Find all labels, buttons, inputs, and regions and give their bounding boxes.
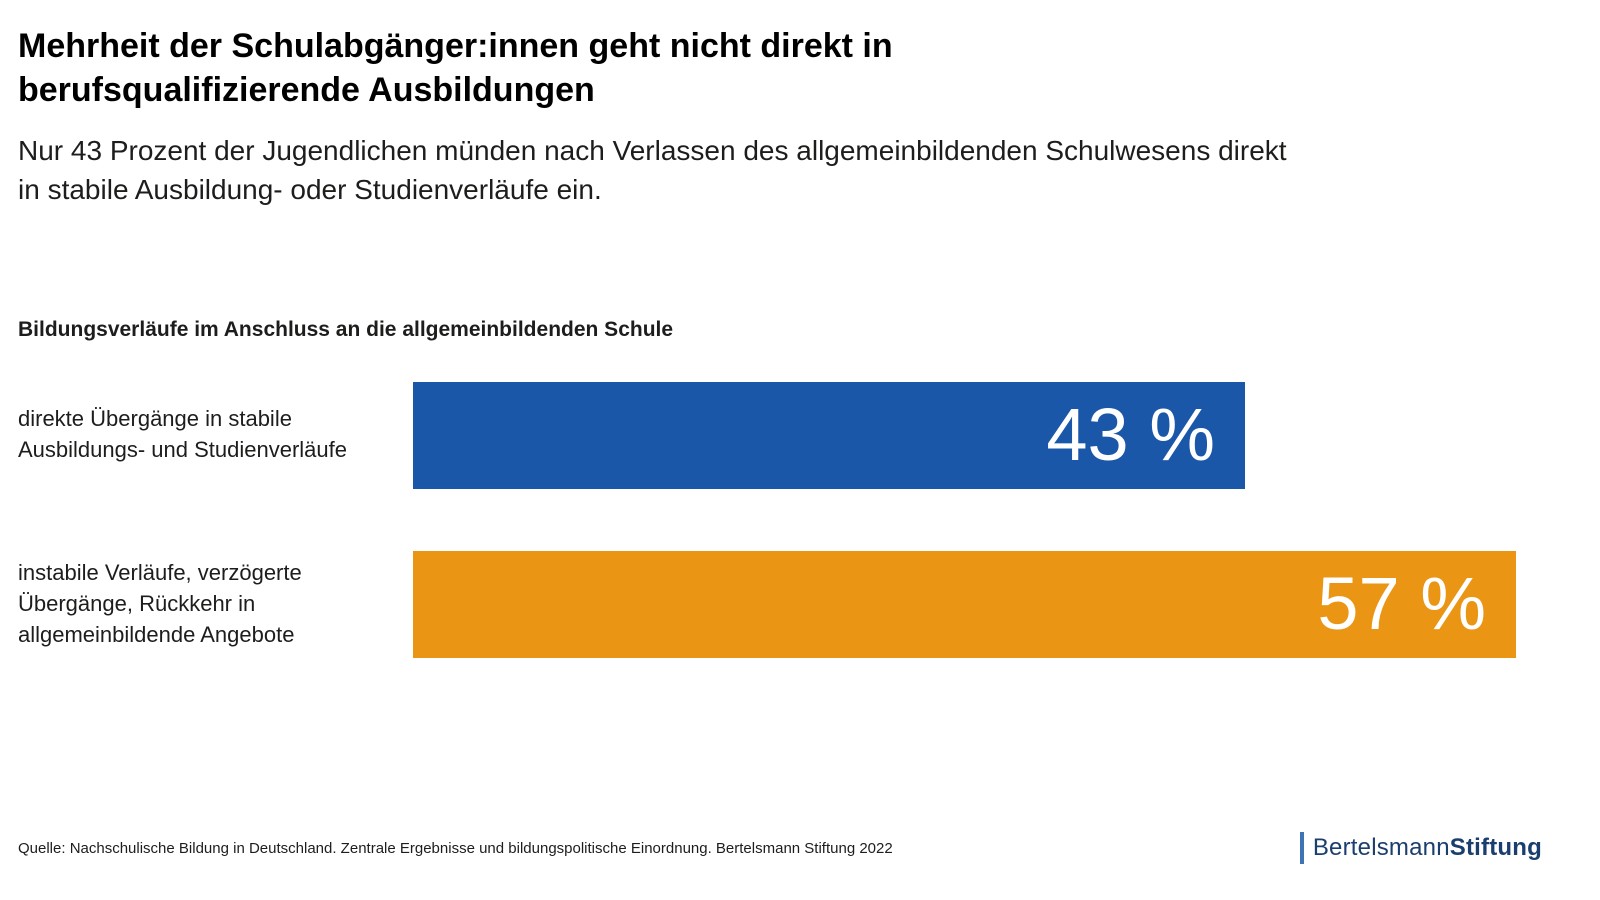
logo-accent-bar	[1299, 832, 1304, 864]
bar: 43 %	[413, 381, 1246, 489]
source-note: Quelle: Nachschulische Bildung in Deutsc…	[18, 839, 893, 857]
bar-rows: direkte Übergänge in stabile Ausbildungs…	[18, 381, 1516, 658]
bar-track: 43 %	[413, 381, 1516, 489]
footer: Quelle: Nachschulische Bildung in Deutsc…	[18, 832, 1542, 864]
bar-row: instabile Verläufe, verzögerte Übergänge…	[18, 550, 1516, 658]
bar-label: instabile Verläufe, verzögerte Übergänge…	[18, 559, 302, 647]
page-title: Mehrheit der Schulabgänger:innen geht ni…	[18, 27, 893, 110]
bertelsmann-stiftung-logo: BertelsmannStiftung	[1299, 832, 1542, 864]
logo-text: BertelsmannStiftung	[1313, 834, 1542, 862]
page-subtitle: Nur 43 Prozent der Jugendlichen münden n…	[18, 135, 1287, 205]
bar-row: direkte Übergänge in stabile Ausbildungs…	[18, 381, 1516, 489]
bar-value: 57 %	[1317, 562, 1486, 646]
bar-track: 57 %	[413, 550, 1516, 658]
bar-label: direkte Übergänge in stabile Ausbildungs…	[18, 406, 348, 463]
bar: 57 %	[413, 550, 1516, 658]
logo-brand-name: Bertelsmann	[1312, 834, 1450, 861]
bar-chart: Bildungsverläufe im Anschluss an die all…	[18, 318, 1516, 658]
logo-brand-suffix: Stiftung	[1449, 834, 1542, 861]
bar-value: 43 %	[1046, 393, 1216, 477]
chart-title: Bildungsverläufe im Anschluss an die all…	[18, 317, 674, 341]
